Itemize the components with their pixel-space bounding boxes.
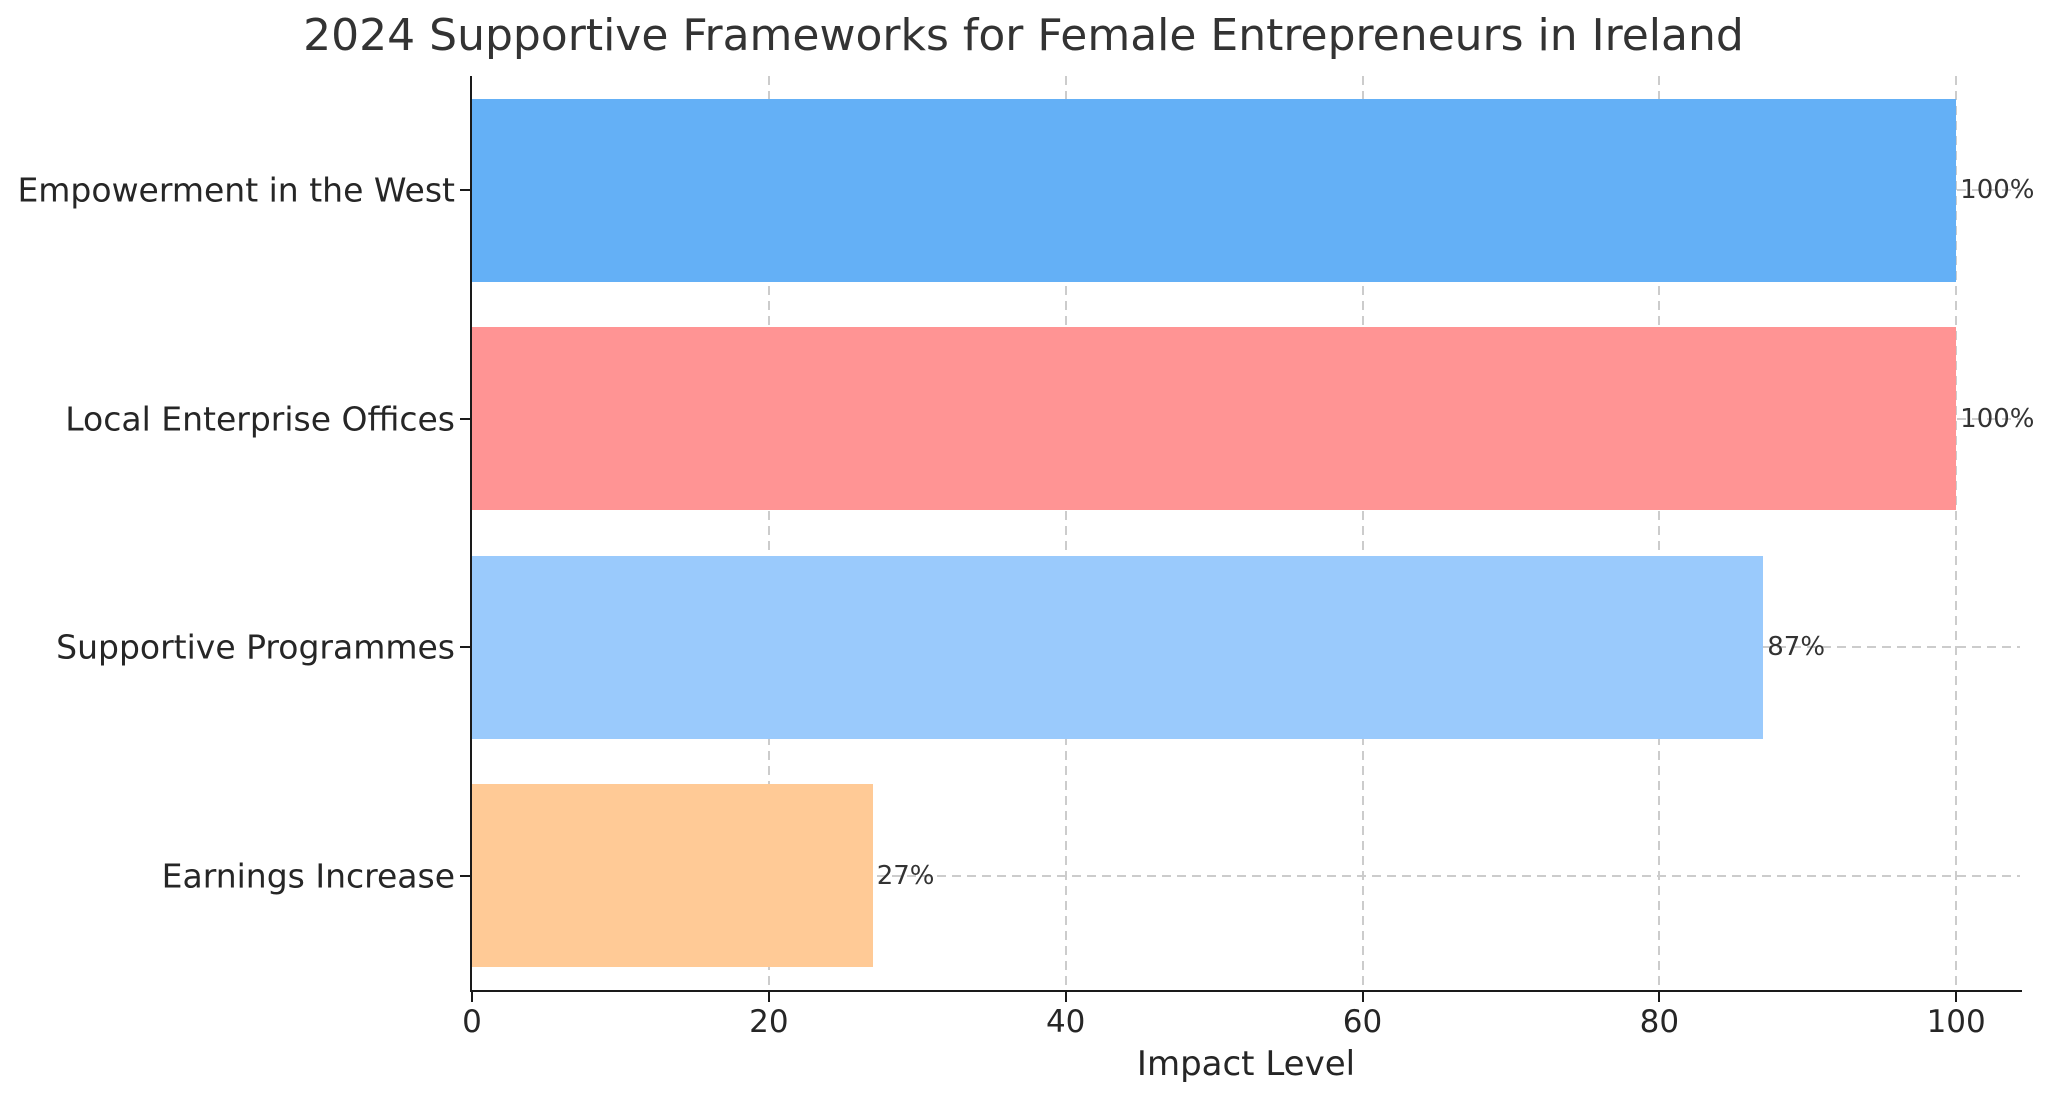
plot-area: 100% 100% 87% 27% xyxy=(472,76,2035,990)
y-tick-label: Earnings Increase xyxy=(161,856,455,896)
y-tick xyxy=(460,417,470,420)
x-gridline xyxy=(1361,76,1364,990)
x-tick xyxy=(1955,992,1958,1002)
x-gridline xyxy=(1064,76,1067,990)
x-gridline xyxy=(1658,76,1661,990)
bar xyxy=(472,98,1957,282)
bar xyxy=(472,555,1764,739)
bar-value-label: 100% xyxy=(1960,175,2035,206)
x-axis-spine xyxy=(470,990,2022,992)
x-tick xyxy=(1658,992,1661,1002)
y-tick xyxy=(460,646,470,649)
x-tick xyxy=(1064,992,1067,1002)
x-axis-label: Impact Level xyxy=(1136,1044,1356,1084)
chart-title: 2024 Supportive Frameworks for Female En… xyxy=(303,10,1744,61)
x-tick-label: 80 xyxy=(1639,1004,1680,1040)
bar-value-label: 87% xyxy=(1767,632,1826,663)
x-tick xyxy=(1361,992,1364,1002)
y-tick-label: Local Enterprise Offices xyxy=(65,399,455,439)
y-axis-spine xyxy=(470,76,472,992)
x-tick-label: 20 xyxy=(749,1004,789,1040)
bar xyxy=(472,327,1957,511)
x-gridline xyxy=(1955,76,1958,990)
y-tick-label: Empowerment in the West xyxy=(17,170,455,210)
x-tick-label: 40 xyxy=(1045,1004,1086,1040)
bar-value-label: 100% xyxy=(1960,403,2035,434)
x-tick xyxy=(767,992,770,1002)
y-tick xyxy=(460,874,470,877)
bar-value-label: 27% xyxy=(876,860,935,891)
x-tick xyxy=(471,992,473,1002)
bar xyxy=(472,784,873,968)
x-tick-label: 0 xyxy=(462,1004,482,1040)
y-gridline xyxy=(472,874,2020,877)
x-tick-label: 100 xyxy=(1926,1004,1986,1040)
y-tick-label: Supportive Programmes xyxy=(56,627,455,667)
x-gridline xyxy=(767,76,770,990)
x-tick-label: 60 xyxy=(1342,1004,1383,1040)
y-tick xyxy=(460,189,470,192)
